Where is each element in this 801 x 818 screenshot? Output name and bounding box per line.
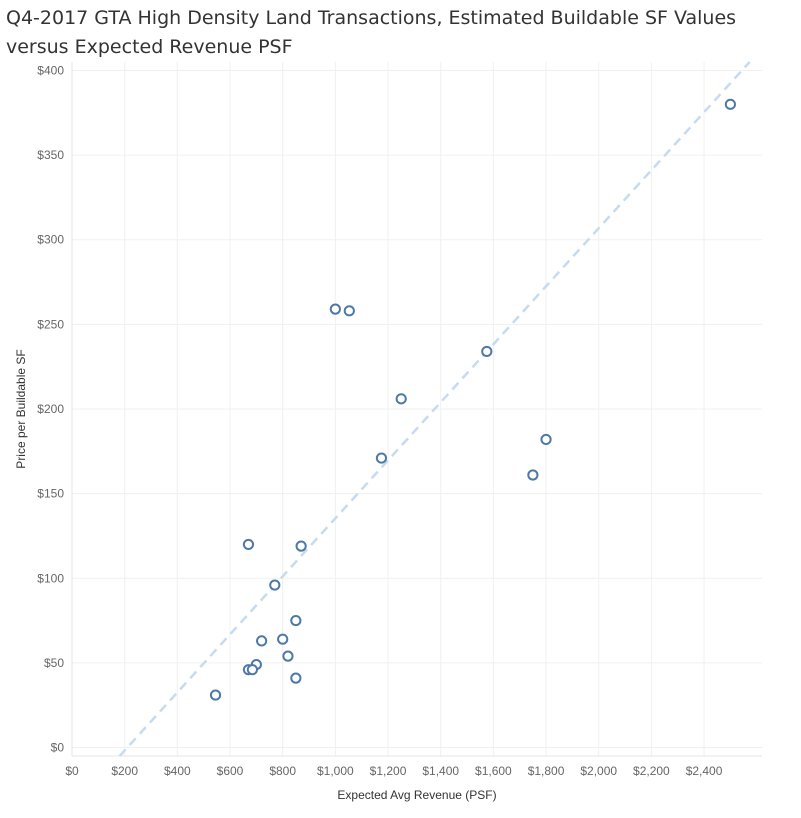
x-axis-label: Expected Avg Revenue (PSF) — [337, 788, 496, 802]
x-tick-label: $1,200 — [370, 764, 407, 778]
y-tick-label: $350 — [37, 148, 64, 162]
trend-line — [118, 61, 751, 757]
x-tick-label: $1,600 — [475, 764, 512, 778]
x-tick-label: $1,800 — [528, 764, 565, 778]
data-point[interactable] — [242, 538, 255, 551]
x-tick-label: $2,400 — [686, 764, 723, 778]
x-tick-label: $200 — [111, 764, 138, 778]
y-tick-label: $150 — [37, 487, 64, 501]
data-point[interactable] — [375, 452, 388, 464]
y-tick-label: $0 — [51, 741, 65, 755]
data-points — [209, 98, 736, 701]
x-tick-label: $2,000 — [580, 764, 617, 778]
data-point[interactable] — [277, 633, 289, 645]
y-tick-label: $300 — [37, 233, 64, 247]
y-tick-label: $200 — [37, 402, 64, 416]
x-tick-label: $800 — [269, 764, 296, 778]
data-point[interactable] — [329, 303, 341, 315]
data-point[interactable] — [246, 664, 259, 676]
data-point[interactable] — [209, 689, 222, 701]
x-tick-label: $0 — [65, 764, 79, 778]
x-tick-label: $1,400 — [422, 764, 459, 778]
data-point[interactable] — [256, 635, 268, 647]
x-tick-label: $400 — [164, 764, 191, 778]
y-tick-label: $250 — [37, 317, 64, 331]
axes — [71, 62, 762, 757]
data-point[interactable] — [481, 345, 493, 358]
data-point[interactable] — [724, 98, 736, 110]
y-tick-label: $100 — [37, 571, 64, 585]
grid-lines — [71, 62, 762, 756]
y-axis-ticks: $0 $50 $100 $150 $200 $250 $300 $350 $400 — [37, 63, 64, 754]
data-point[interactable] — [527, 469, 539, 481]
data-point[interactable] — [290, 614, 302, 627]
data-point[interactable] — [343, 305, 355, 317]
data-point[interactable] — [282, 650, 294, 662]
y-tick-label: $50 — [44, 656, 64, 670]
data-point[interactable] — [395, 393, 407, 405]
x-tick-label: $2,200 — [633, 764, 670, 778]
data-point[interactable] — [269, 579, 281, 591]
x-tick-label: $1,000 — [317, 764, 354, 778]
data-point[interactable] — [295, 540, 307, 552]
x-tick-label: $600 — [217, 764, 244, 778]
x-axis-ticks: $0 $200 $400 $600 $800 $1,000 $1,200 $1,400 $1,6… — [65, 764, 722, 778]
y-axis-label: Price per Buildable SF — [14, 349, 28, 468]
data-point[interactable] — [540, 433, 552, 446]
y-tick-label: $400 — [37, 63, 64, 77]
data-point[interactable] — [290, 672, 302, 684]
chart-title: Q4-2017 GTA High Density Land Transactio… — [6, 7, 737, 58]
